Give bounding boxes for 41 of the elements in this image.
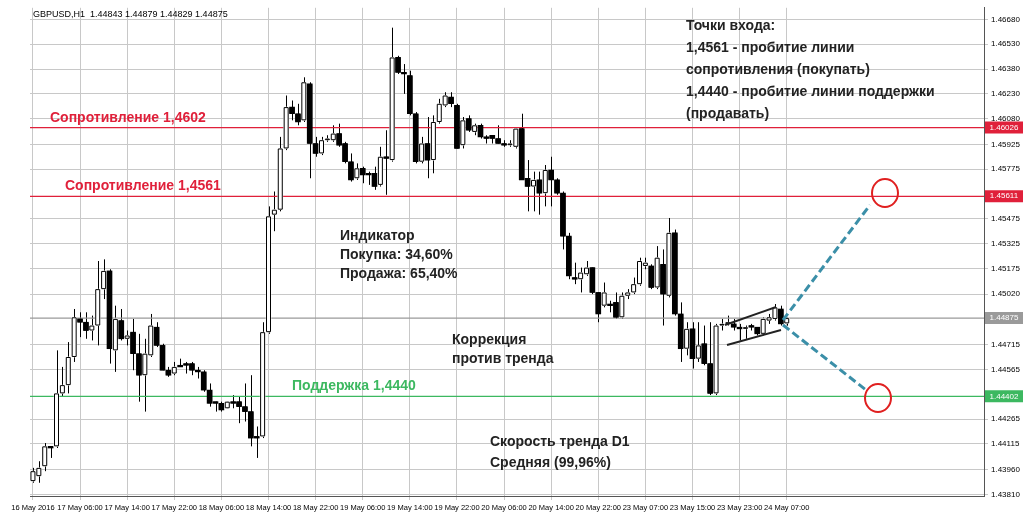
annotation: Продажа: 65,40% xyxy=(340,265,459,281)
chart-title: GBPUSD,H1 1.44843 1.44879 1.44829 1.44875 xyxy=(33,8,228,19)
y-tick-label: 1.46080 xyxy=(991,113,1021,123)
candlestick xyxy=(265,205,272,335)
ref-line-label: 1.46026 xyxy=(989,122,1020,132)
candlestick xyxy=(65,341,72,394)
annotation: Скорость тренда D1 xyxy=(490,433,630,449)
annotation: против тренда xyxy=(452,350,554,366)
annotation: Сопротивление 1,4602 xyxy=(50,108,207,125)
annotation: Покупка: 34,60% xyxy=(340,246,454,262)
y-tick-label: 1.44265 xyxy=(991,414,1021,424)
annotation: Поддержка 1,4440 xyxy=(292,377,416,394)
annotation: (продавать) xyxy=(686,105,770,121)
y-tick-label: 1.45925 xyxy=(991,139,1021,149)
y-tick-label: 1.46230 xyxy=(991,89,1021,99)
y-tick-label: 1.44565 xyxy=(991,364,1021,374)
ref-line-label: 1.44875 xyxy=(989,313,1020,323)
ref-line-label: 1.45611 xyxy=(989,191,1019,201)
y-tick-label: 1.45020 xyxy=(991,289,1021,299)
candlestick xyxy=(200,369,207,393)
y-tick-label: 1.44715 xyxy=(991,339,1021,349)
annotation: Средняя (99,96%) xyxy=(490,454,611,470)
y-tick-label: 1.45775 xyxy=(991,164,1021,174)
annotation: сопротивления (покупать) xyxy=(686,61,870,77)
y-tick-label: 1.46380 xyxy=(991,64,1021,74)
y-tick-label: 1.43810 xyxy=(991,489,1021,499)
y-tick-label: 1.43960 xyxy=(991,464,1021,474)
y-tick-label: 1.44115 xyxy=(991,439,1020,449)
candlestick xyxy=(41,442,48,472)
y-tick-label: 1.45175 xyxy=(991,263,1021,273)
y-tick-label: 1.46680 xyxy=(991,14,1021,24)
y-tick-label: 1.46530 xyxy=(991,39,1021,49)
annotation: Индикатор xyxy=(340,227,415,243)
annotation: Коррекция xyxy=(452,331,527,347)
annotation: 1,4440 - пробитие линии поддержки xyxy=(686,83,935,99)
annotation: Сопротивление 1,4561 xyxy=(65,177,222,194)
y-tick-label: 1.45325 xyxy=(991,238,1021,248)
annotation: Точки входа: xyxy=(686,17,776,33)
annotation: 1,4561 - пробитие линии xyxy=(686,39,855,55)
ref-line-label: 1.44402 xyxy=(989,391,1020,401)
y-tick-label: 1.45475 xyxy=(991,214,1021,223)
